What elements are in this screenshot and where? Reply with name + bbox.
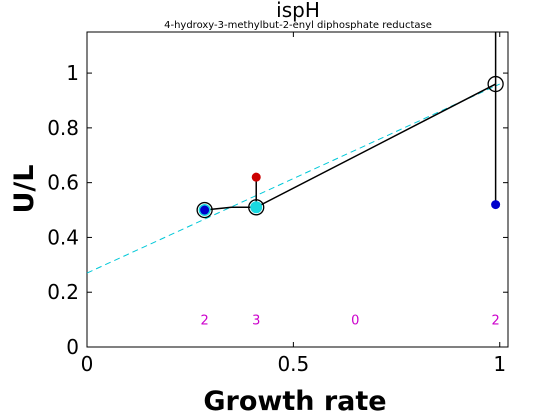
count-annotation: 2 — [200, 314, 208, 329]
blue-data-point — [200, 205, 210, 215]
y-tick-label: 0.2 — [47, 280, 79, 304]
y-tick-label: 0.4 — [47, 225, 79, 249]
model-line — [204, 83, 496, 211]
y-tick-label: 0.8 — [47, 116, 79, 140]
plot-area — [86, 31, 509, 348]
y-tick-label: 1 — [66, 61, 79, 85]
x-tick-label: 1 — [493, 352, 506, 376]
x-tick-label: 0 — [81, 352, 94, 376]
chart-title: ispH — [276, 0, 320, 22]
open-circle-marker — [487, 75, 504, 93]
cyan-data-point — [250, 201, 263, 214]
chart-subtitle: 4-hydroxy-3-methylbut-2-enyl diphosphate… — [164, 20, 432, 31]
red-data-point — [251, 172, 261, 182]
y-axis-ticks: 0 0.2 0.4 0.6 0.8 1 — [47, 61, 508, 359]
y-axis-label: U/L — [9, 165, 40, 214]
error-bar-layer — [255, 32, 497, 208]
count-annotation: 3 — [252, 314, 260, 329]
x-tick-label: 0.5 — [277, 352, 309, 376]
fit-line — [86, 83, 500, 274]
x-axis-label: Growth rate — [203, 386, 386, 417]
points-layer — [196, 75, 504, 219]
x-axis-ticks: 0 0.5 1 — [81, 32, 506, 376]
y-tick-label: 0.6 — [47, 171, 79, 195]
fit-line-layer — [86, 83, 500, 274]
model-line-layer — [204, 83, 496, 211]
count-annotation: 0 — [351, 314, 359, 329]
count-annotation: 2 — [491, 314, 499, 329]
annotation-layer: 2 3 0 2 — [200, 314, 499, 329]
blue-data-point — [491, 200, 501, 210]
open-circle-marker — [196, 201, 213, 219]
open-circle-marker — [248, 199, 265, 216]
y-tick-label: 0 — [66, 335, 79, 359]
